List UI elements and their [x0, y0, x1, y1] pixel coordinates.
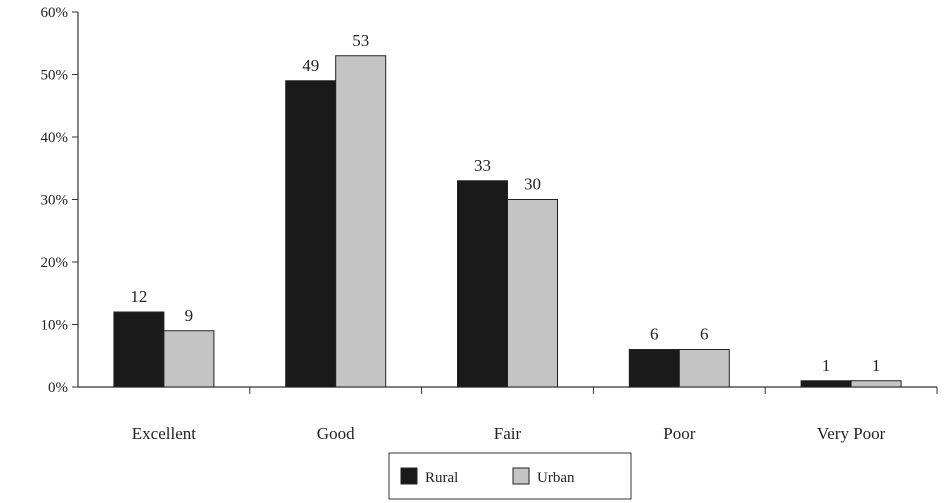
bar-urban-very-poor [850, 380, 902, 388]
legend-box [388, 452, 632, 500]
data-label: 33 [474, 156, 491, 175]
bar-rural-very-poor [800, 380, 852, 388]
y-tick-label: 0% [48, 380, 68, 396]
y-tick-label: 20% [41, 255, 69, 271]
x-tick-label: Good [317, 424, 355, 443]
bar-urban-excellent [163, 330, 215, 388]
bar-rural-fair [457, 180, 508, 388]
y-tick-label: 60% [41, 5, 69, 21]
legend: Rural Urban [388, 452, 632, 500]
y-tick-label: 50% [41, 68, 69, 84]
x-tick-label: Very Poor [817, 424, 886, 443]
data-label: 6 [650, 325, 659, 344]
bar-urban-good [335, 55, 387, 388]
data-label: 1 [872, 356, 881, 375]
label-layer: 12 49 33 6 1 9 53 30 6 1 [130, 31, 880, 375]
data-label: 1 [822, 356, 831, 375]
legend-swatch-urban [512, 467, 530, 485]
data-label: 53 [352, 31, 369, 50]
data-label: 12 [130, 287, 147, 306]
data-label: 6 [700, 325, 709, 344]
data-label: 49 [302, 56, 319, 75]
legend-swatch-rural [400, 467, 418, 485]
bar-urban-poor [678, 349, 730, 388]
data-label: 9 [185, 306, 194, 325]
legend-label-urban: Urban [537, 470, 575, 486]
bar-urban-fair [507, 199, 558, 388]
x-tick-label: Excellent [132, 424, 196, 443]
bar-layer [113, 55, 902, 388]
data-label: 30 [524, 175, 541, 194]
bar-rural-good [285, 80, 337, 388]
x-tick-label: Poor [663, 424, 695, 443]
y-tick-label: 10% [41, 318, 69, 334]
bar-rural-excellent [113, 311, 165, 388]
y-tick-label: 40% [41, 130, 69, 146]
x-tick-label: Fair [494, 424, 522, 443]
axis-layer: 0% 10% 20% 30% 40% 50% 60% Excellent Good Fair Poo… [41, 5, 938, 443]
y-tick-label: 30% [41, 193, 69, 209]
legend-label-rural: Rural [425, 470, 458, 486]
bar-rural-poor [628, 349, 680, 388]
